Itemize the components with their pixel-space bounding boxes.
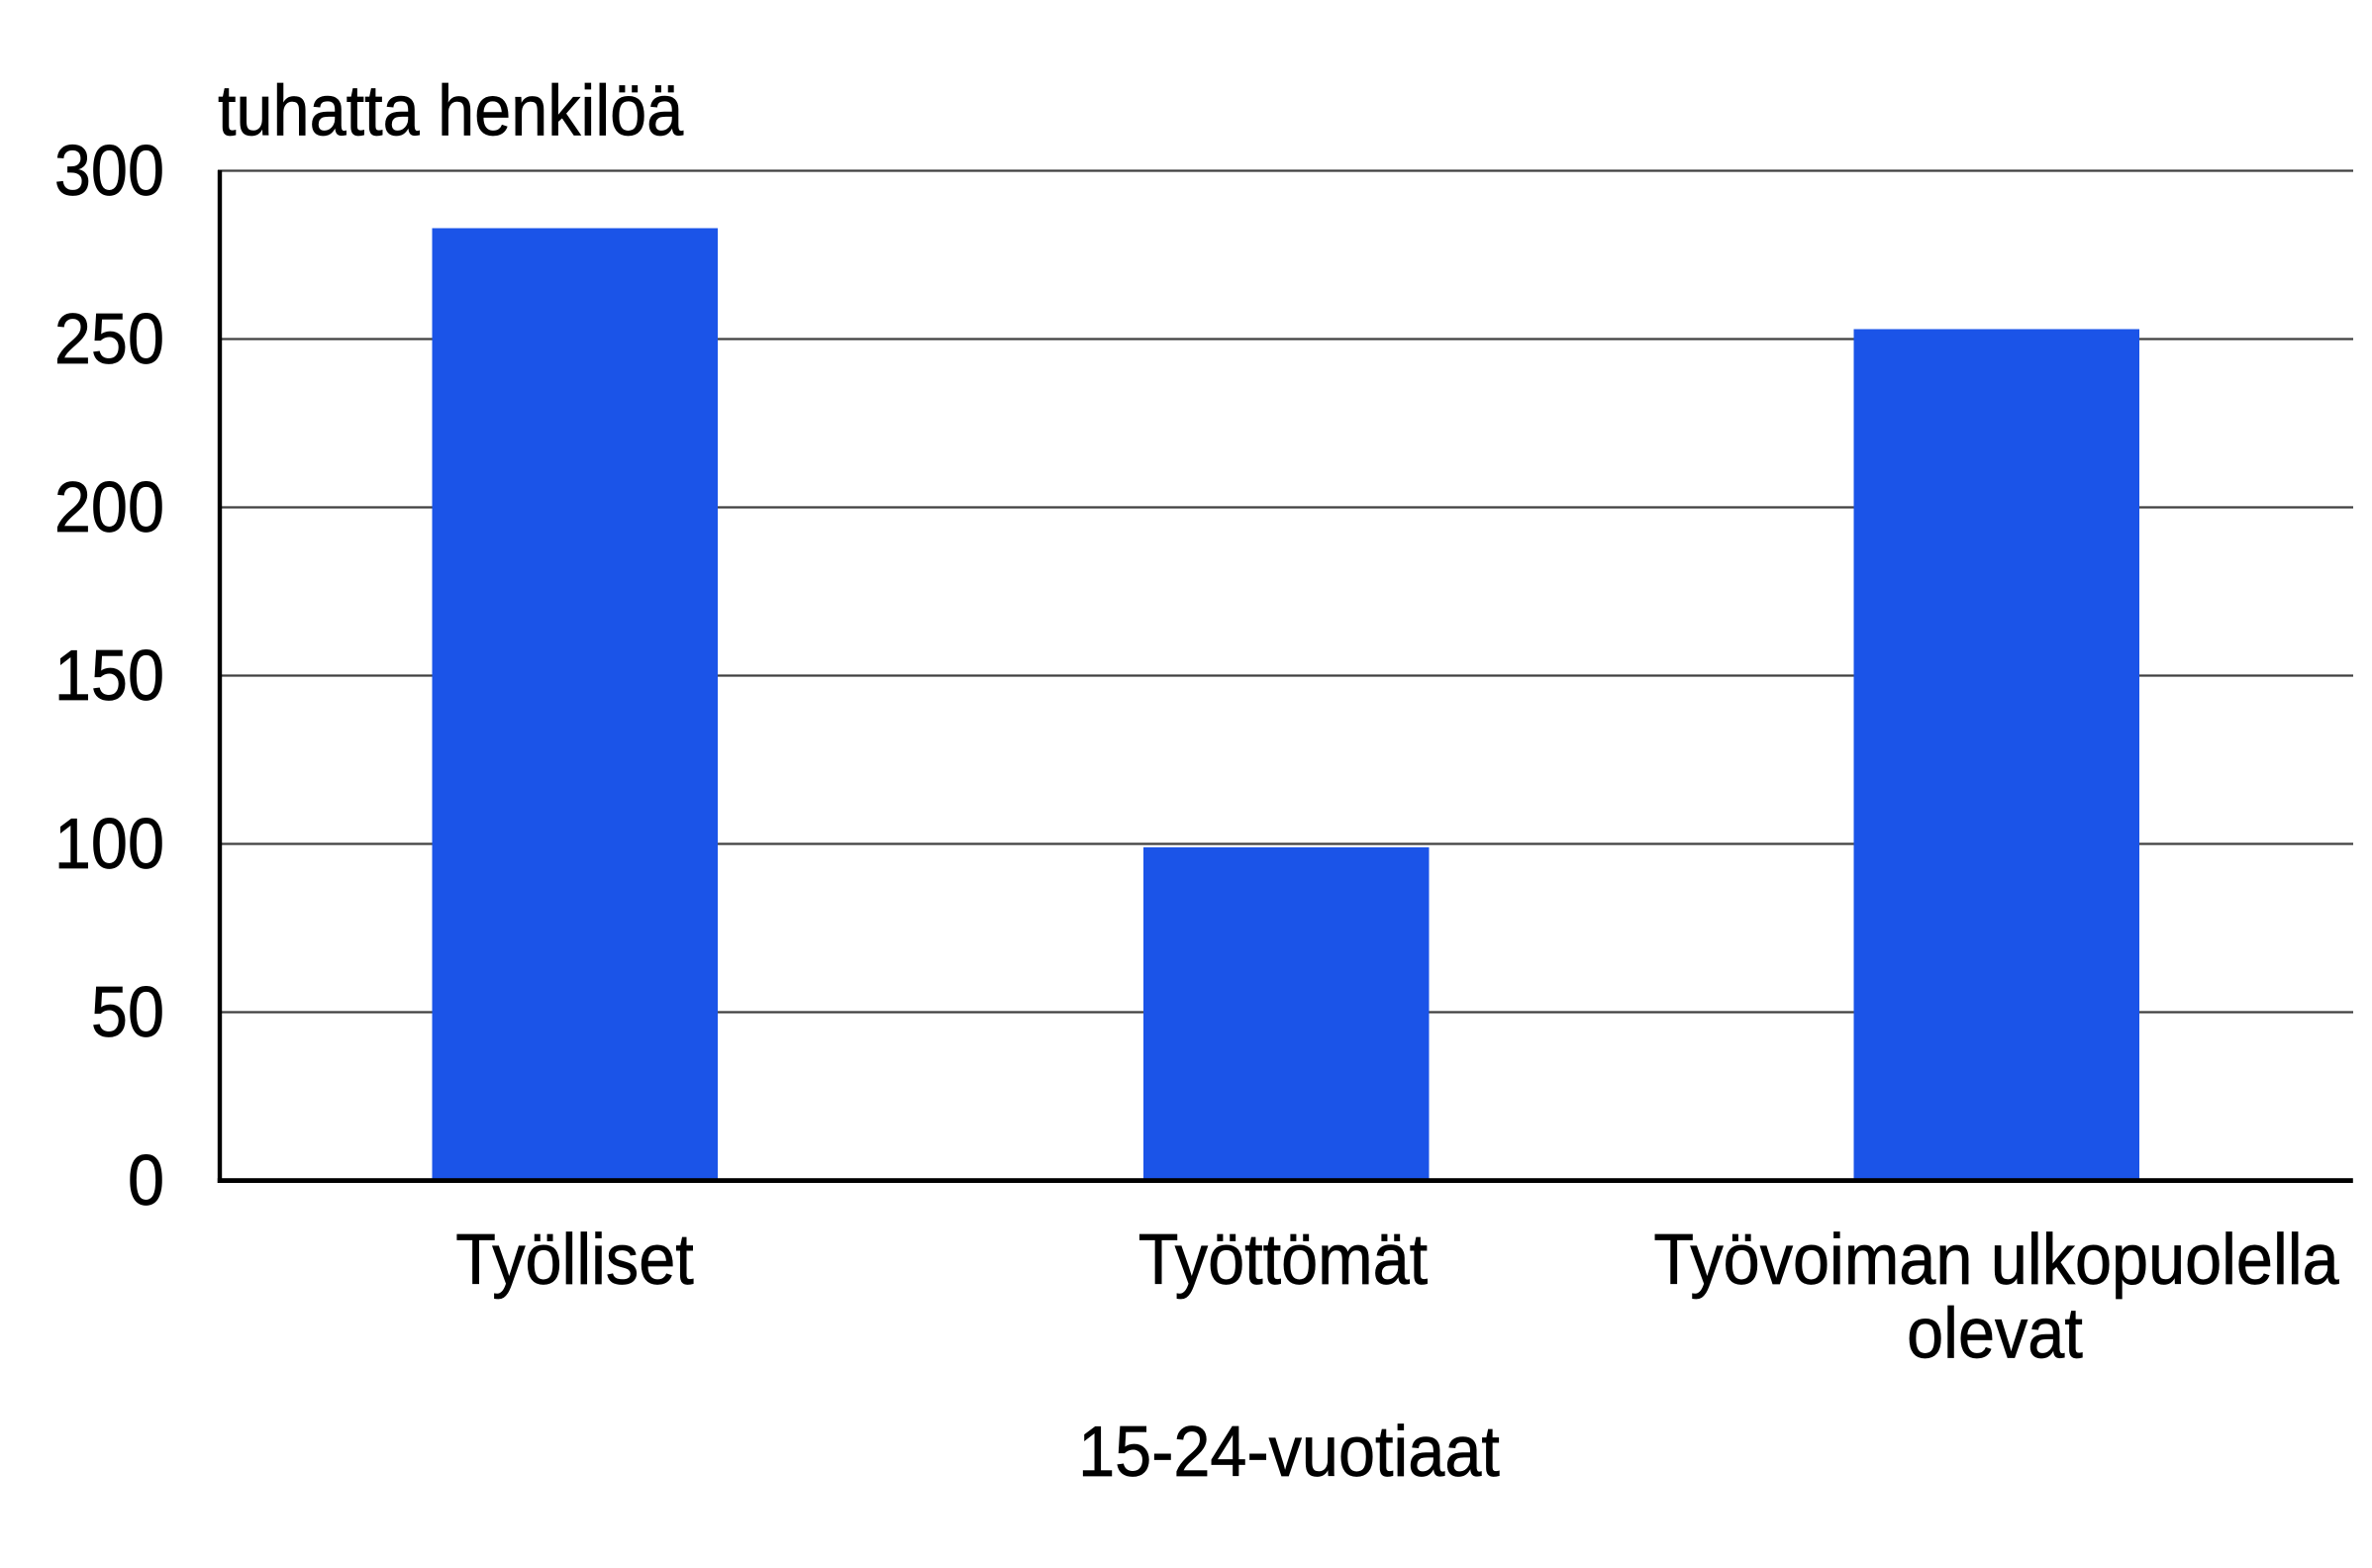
svg-text:Työttömät: Työttömät xyxy=(1138,1220,1428,1300)
svg-text:olevat: olevat xyxy=(1907,1293,2083,1373)
svg-text:300: 300 xyxy=(54,131,164,211)
svg-text:200: 200 xyxy=(54,467,164,547)
svg-text:150: 150 xyxy=(54,636,164,716)
svg-text:Työvoiman ulkopuolella: Työvoiman ulkopuolella xyxy=(1653,1220,2339,1300)
svg-text:50: 50 xyxy=(91,972,164,1052)
svg-text:tuhatta henkilöä: tuhatta henkilöä xyxy=(218,70,684,150)
svg-text:15-24-vuotiaat: 15-24-vuotiaat xyxy=(1078,1412,1500,1492)
svg-text:100: 100 xyxy=(54,804,164,884)
svg-text:Työlliset: Työlliset xyxy=(455,1220,694,1300)
svg-text:250: 250 xyxy=(54,299,164,379)
svg-text:0: 0 xyxy=(128,1140,164,1221)
